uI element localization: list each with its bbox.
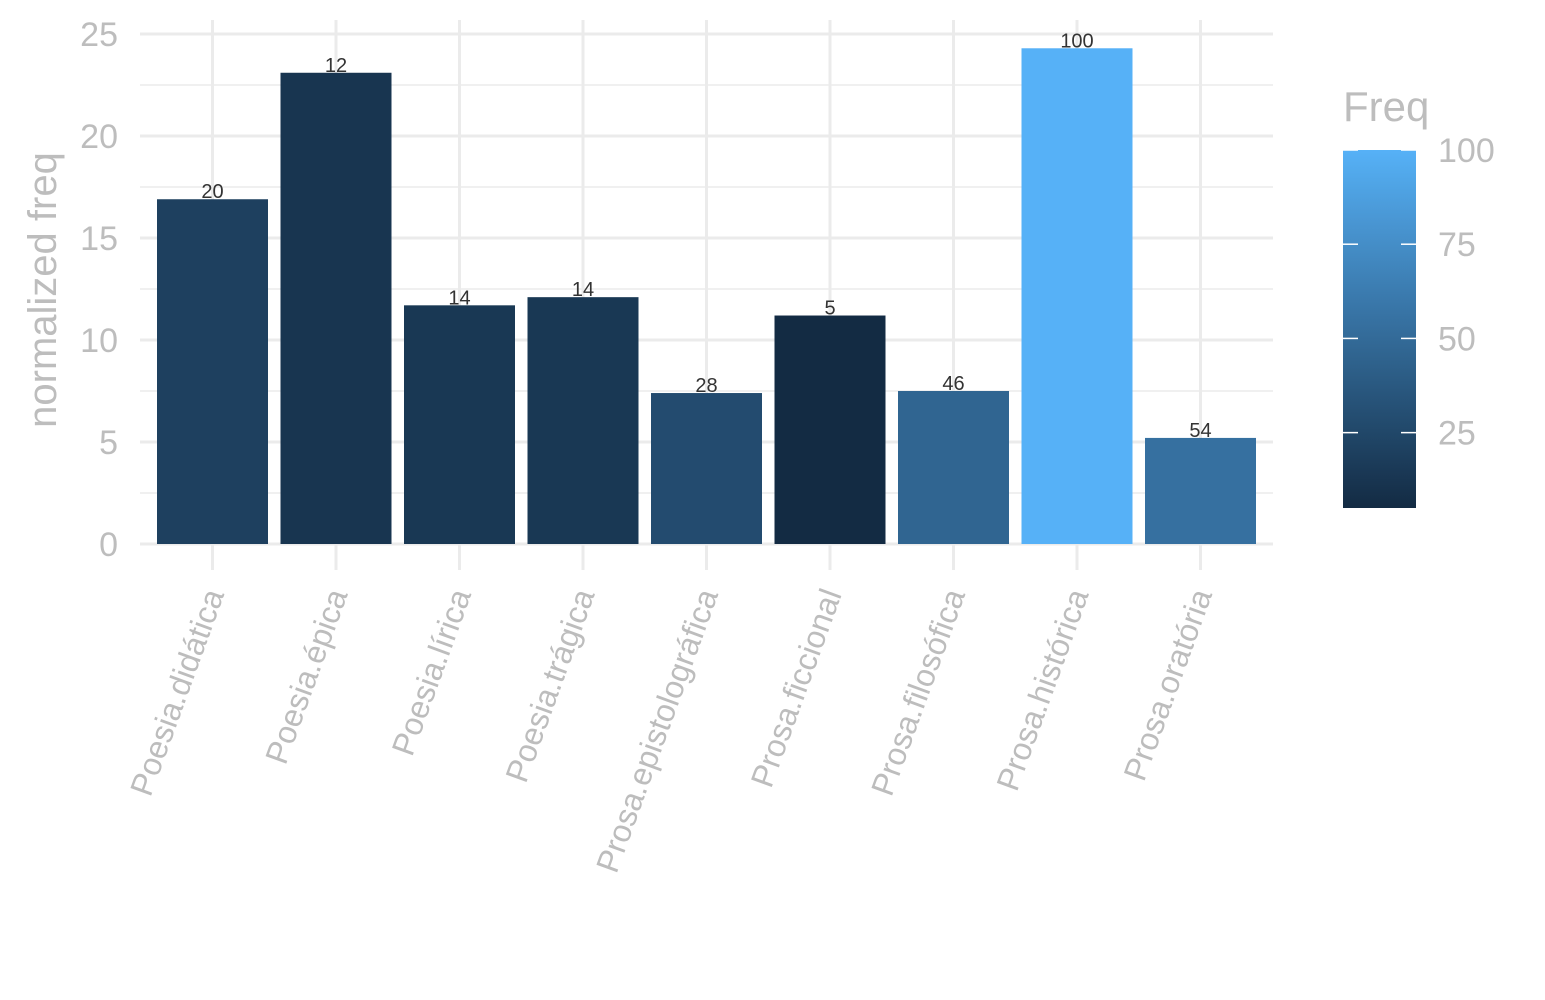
data-label-9: 54 xyxy=(1189,420,1211,442)
x-tick-label-7: Prosa.filosófica xyxy=(864,584,972,800)
bar-8 xyxy=(1021,48,1133,544)
y-tick-label-5: 5 xyxy=(99,424,118,462)
x-axis-ticks: Poesia.didática Poesia.épica Poesia.lírica… xyxy=(123,584,1219,877)
bar-4 xyxy=(527,297,639,544)
bar-7 xyxy=(898,391,1009,544)
y-tick-label-25: 25 xyxy=(80,16,118,54)
bar-6 xyxy=(774,315,886,544)
legend-tick-label-25: 25 xyxy=(1438,415,1476,453)
y-tick-label-15: 15 xyxy=(80,220,118,258)
y-axis-ticks: 0 5 10 15 20 25 xyxy=(80,16,118,564)
y-tick-label-0: 0 xyxy=(99,526,118,564)
x-tick-label-8: Prosa.histórica xyxy=(989,584,1095,795)
legend-colorbar xyxy=(1343,150,1416,508)
y-tick-label-20: 20 xyxy=(80,118,118,156)
data-label-2: 12 xyxy=(325,55,347,77)
bars xyxy=(157,48,1256,545)
x-tick-label-6: Prosa.ficcional xyxy=(744,584,849,792)
x-tick-label-2: Poesia.épica xyxy=(258,584,355,769)
y-axis-title: normalized freq xyxy=(21,152,65,428)
data-label-3: 14 xyxy=(448,287,470,309)
data-label-7: 46 xyxy=(942,373,964,395)
x-tick-label-3: Poesia.lírica xyxy=(385,584,479,760)
data-labels: 20 12 14 14 28 5 46 100 54 xyxy=(201,30,1211,442)
x-tick-label-4: Poesia.trágica xyxy=(498,584,601,787)
x-tick-label-1: Poesia.didática xyxy=(123,584,231,800)
bar-2 xyxy=(280,72,392,544)
x-tick-label-5: Prosa.epistolográfica xyxy=(589,584,725,877)
legend-ticks: 25 50 75 100 xyxy=(1343,132,1495,453)
bar-1 xyxy=(157,199,268,545)
legend-tick-label-100: 100 xyxy=(1438,132,1495,170)
data-label-5: 28 xyxy=(695,375,717,397)
data-label-6: 5 xyxy=(824,298,835,320)
color-legend: Freq 25 50 75 100 xyxy=(1343,83,1495,508)
bar-5 xyxy=(651,393,762,544)
data-label-4: 14 xyxy=(572,279,594,301)
legend-tick-label-75: 75 xyxy=(1438,226,1476,264)
y-tick-label-10: 10 xyxy=(80,322,118,360)
x-tick-label-9: Prosa.oratória xyxy=(1117,584,1220,785)
bar-3 xyxy=(404,305,515,544)
legend-title: Freq xyxy=(1343,83,1429,130)
legend-tick-label-50: 50 xyxy=(1438,320,1476,358)
data-label-8: 100 xyxy=(1060,30,1093,52)
data-label-1: 20 xyxy=(201,181,223,203)
bar-9 xyxy=(1145,437,1256,544)
